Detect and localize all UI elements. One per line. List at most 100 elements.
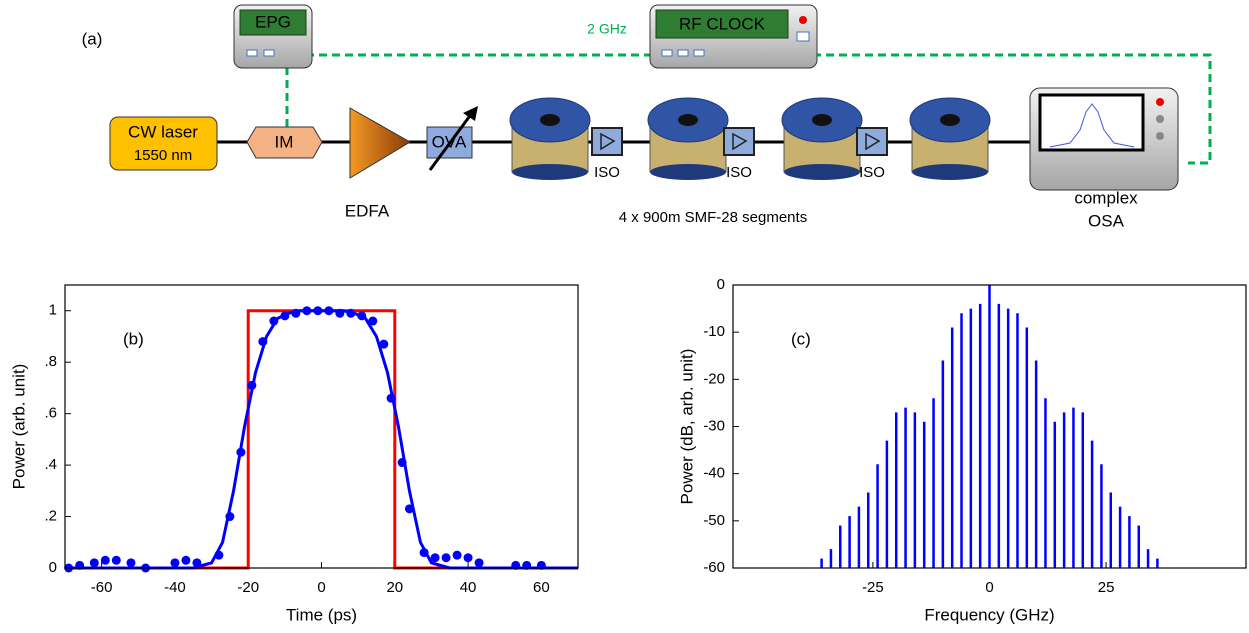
osa-label: OSA — [1088, 211, 1125, 230]
led — [799, 16, 807, 24]
data-point — [386, 393, 396, 403]
data-point — [324, 306, 334, 316]
data-point — [368, 316, 378, 326]
modulator-label: IM — [275, 132, 294, 151]
x-tick-label: -60 — [91, 579, 113, 596]
x-tick-label: 20 — [386, 579, 403, 596]
data-point — [441, 553, 451, 563]
y-tick-label: 0 — [49, 559, 57, 576]
data-point — [258, 337, 268, 347]
y-tick-label: 0 — [717, 276, 725, 293]
led — [1156, 98, 1164, 106]
x-tick-label: 60 — [533, 579, 550, 596]
modulator — [246, 126, 323, 159]
data-point — [379, 339, 389, 349]
data-point — [335, 308, 345, 318]
annotation: (c) — [791, 329, 811, 348]
osa-screen — [1038, 93, 1145, 152]
epg-screen — [239, 9, 307, 36]
x-tick-label: 40 — [460, 579, 477, 596]
y-tick-label: .8 — [44, 353, 57, 370]
x-tick-label: -25 — [862, 579, 884, 596]
data-point — [170, 558, 180, 568]
data-point — [225, 512, 235, 522]
data-point — [111, 555, 121, 565]
arrow-head — [463, 106, 478, 121]
data-line — [65, 309, 578, 570]
setup-diagram: (a) EPG RF CLOCK 2 GHz CW laser 1550 nm … — [82, 4, 1212, 230]
data-point — [291, 308, 301, 318]
spool — [647, 97, 729, 180]
plot-frame — [64, 284, 579, 569]
annotation: (b) — [123, 329, 144, 348]
y-tick-label: .4 — [44, 456, 57, 473]
data-point — [404, 504, 414, 514]
x-tick-label: 25 — [1098, 579, 1115, 596]
data-point — [126, 558, 136, 568]
y-tick-label: -10 — [703, 323, 725, 340]
y-axis-label: Power (arb. unit) — [9, 364, 28, 490]
plot-frame — [732, 284, 1247, 569]
isolator — [723, 127, 755, 156]
knob — [1156, 115, 1164, 123]
osa-label: complex — [1074, 188, 1138, 207]
button — [661, 49, 673, 57]
x-tick-label: 0 — [985, 579, 993, 596]
data-point — [214, 550, 224, 560]
rf-rate: 2 GHz — [587, 21, 627, 37]
button — [796, 31, 810, 42]
data-point — [181, 555, 191, 565]
isolator-label: ISO — [726, 164, 752, 181]
knob — [1156, 132, 1164, 140]
x-tick-label: -40 — [164, 579, 186, 596]
isolator — [856, 127, 888, 156]
data-point — [397, 458, 407, 468]
data-point — [346, 308, 356, 318]
x-tick-label: 0 — [317, 579, 325, 596]
data-point — [269, 316, 279, 326]
osa-trace — [1049, 103, 1135, 148]
clock-screen — [655, 9, 789, 39]
chart: -60 -50 -40 -30 -20 -10 0 -25 0 25 Frequency (GHz)… — [677, 276, 1247, 624]
spool — [509, 97, 591, 180]
panel-label: (a) — [82, 29, 103, 48]
amplifier — [349, 107, 411, 179]
button — [263, 49, 275, 57]
y-axis-label: Power (dB, arb. unit) — [677, 349, 696, 505]
spool — [781, 97, 863, 180]
y-tick-label: .6 — [44, 405, 57, 422]
rf-link — [285, 53, 1212, 165]
y-tick-label: -50 — [703, 512, 725, 529]
arrow — [428, 112, 474, 171]
y-tick-label: -40 — [703, 465, 725, 482]
data-point — [302, 306, 312, 316]
y-tick-label: 1 — [49, 302, 57, 319]
data-point — [192, 558, 202, 568]
data-point — [236, 447, 246, 457]
data-line — [65, 309, 578, 570]
amplifier-label: EDFA — [345, 201, 390, 220]
isolator — [591, 127, 623, 156]
y-tick-label: -60 — [703, 559, 725, 576]
isolator-label: ISO — [594, 164, 620, 181]
button — [246, 49, 258, 57]
x-tick-label: -20 — [237, 579, 259, 596]
data-point — [100, 555, 110, 565]
y-tick-label: -30 — [703, 417, 725, 434]
fiber-label: 4 x 900m SMF-28 segments — [619, 209, 807, 226]
data-point — [313, 306, 323, 316]
data-point — [463, 553, 473, 563]
data-point — [89, 558, 99, 568]
y-tick-label: .2 — [44, 508, 57, 525]
data-point — [247, 380, 257, 390]
isolator-label: ISO — [859, 164, 885, 181]
data-point — [430, 553, 440, 563]
data-point — [452, 550, 462, 560]
laser-label: CW laser — [128, 122, 198, 141]
spool — [909, 97, 991, 180]
data-point — [419, 548, 429, 558]
laser-box — [109, 116, 218, 171]
button — [693, 49, 705, 57]
clock-label: RF CLOCK — [679, 14, 766, 33]
button — [677, 49, 689, 57]
